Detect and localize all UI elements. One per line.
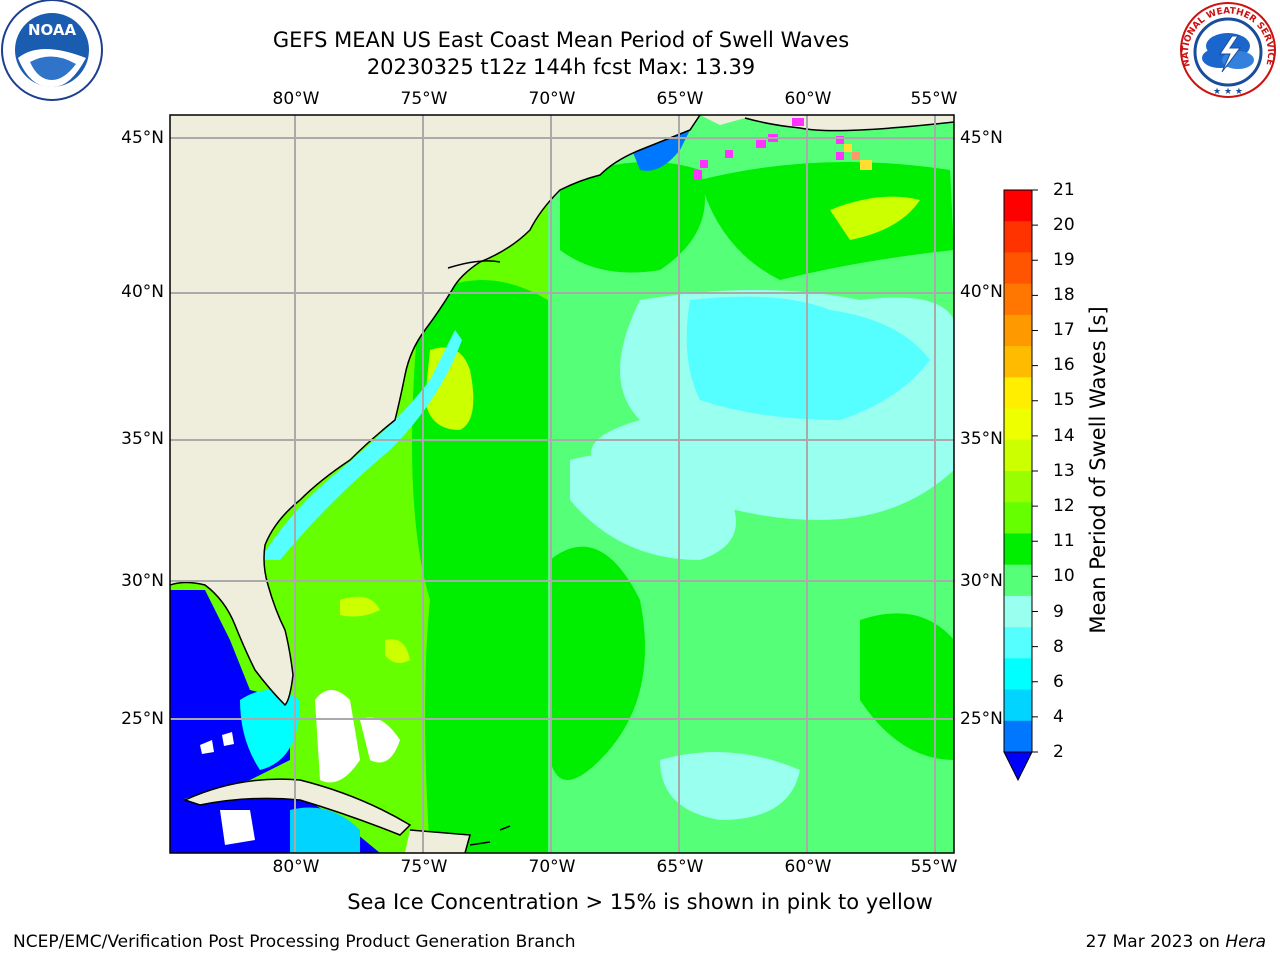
lon-label-bottom: 55°W: [910, 857, 958, 877]
colorbar-segment: [1004, 471, 1032, 503]
colorbar-segment: [1004, 221, 1032, 253]
footer-machine: Hera: [1225, 932, 1266, 952]
colorbar-tick: 20: [1053, 215, 1075, 235]
colorbar-segment: [1004, 627, 1032, 659]
colorbar-segment: [1004, 408, 1032, 441]
colorbar-tick: 18: [1053, 285, 1075, 305]
lat-label-right: 45°N: [960, 128, 1003, 148]
colorbar-segment: [1004, 720, 1032, 753]
colorbar-segment: [1004, 502, 1032, 534]
lon-label-bottom: 65°W: [656, 857, 704, 877]
colorbar-tick: 21: [1053, 180, 1075, 200]
colorbar-segment: [1004, 190, 1032, 222]
colorbar-tick: 15: [1053, 390, 1075, 410]
land-cuba: [185, 779, 410, 835]
colorbar-tick: 8: [1053, 637, 1064, 657]
colorbar-segment: [1004, 564, 1032, 597]
lat-label-left: 30°N: [121, 571, 164, 591]
colorbar-tick: 14: [1053, 426, 1075, 446]
lon-label-top: 55°W: [910, 89, 958, 109]
footer-date: 27 Mar 2023 on: [1085, 932, 1226, 952]
colorbar-segment: [1004, 283, 1032, 316]
land-canada: [700, 115, 954, 131]
colorbar-tick: 9: [1053, 602, 1064, 622]
colorbar-extend-triangle: [1003, 751, 1033, 782]
lat-label-right: 25°N: [960, 709, 1003, 729]
sea-ice-note: Sea Ice Concentration > 15% is shown in …: [347, 890, 933, 914]
noaa-logo-text: NOAA: [28, 21, 77, 39]
colorbar-segment: [1004, 377, 1032, 410]
lon-label-bottom: 60°W: [784, 857, 832, 877]
footer-left: NCEP/EMC/Verification Post Processing Pr…: [13, 932, 576, 952]
colorbar-segment: [1004, 346, 1032, 378]
colorbar-tick: 4: [1053, 707, 1064, 727]
lat-label-right: 40°N: [960, 282, 1003, 302]
colorbar-segment: [1004, 533, 1032, 566]
lat-label-left: 25°N: [121, 709, 164, 729]
colorbar-tick: 16: [1053, 355, 1075, 375]
lon-label-top: 80°W: [272, 89, 320, 109]
lon-label-bottom: 70°W: [528, 857, 576, 877]
lon-label-top: 75°W: [400, 89, 448, 109]
lat-label-right: 35°N: [960, 429, 1003, 449]
lat-label-left: 40°N: [121, 282, 164, 302]
colorbar-tick: 17: [1053, 320, 1075, 340]
colorbar-segment: [1004, 439, 1032, 472]
noaa-logo: NOAA: [1, 0, 103, 101]
colorbar-tick: 2: [1053, 742, 1064, 762]
colorbar-tick: 11: [1053, 531, 1075, 551]
lon-label-bottom: 75°W: [400, 857, 448, 877]
lat-label-right: 30°N: [960, 571, 1003, 591]
lon-label-bottom: 80°W: [272, 857, 320, 877]
colorbar-segment: [1004, 314, 1032, 347]
colorbar-segment: [1004, 595, 1032, 628]
footer-right: 27 Mar 2023 on Hera: [1086, 932, 1266, 952]
chart-title: GEFS MEAN US East Coast Mean Period of S…: [272, 28, 850, 52]
colorbar-label: Mean Period of Swell Waves [s]: [1086, 306, 1110, 634]
colorbar: [1003, 189, 1038, 782]
colorbar-segment: [1004, 658, 1032, 691]
colorbar-segment: [1004, 689, 1032, 722]
chart-subtitle: 20230325 t12z 144h fcst Max: 13.39: [366, 55, 756, 79]
nws-logo: NATIONAL WEATHER SERVICE ★ ★ ★: [1180, 2, 1276, 98]
colorbar-tick: 13: [1053, 461, 1075, 481]
lon-label-top: 65°W: [656, 89, 704, 109]
land-us: [170, 115, 700, 705]
lat-label-left: 35°N: [121, 429, 164, 449]
lon-label-top: 70°W: [528, 89, 576, 109]
lon-label-top: 60°W: [784, 89, 832, 109]
colorbar-tick: 12: [1053, 496, 1075, 516]
colorbar-tick: 10: [1053, 566, 1075, 586]
svg-text:★ ★ ★: ★ ★ ★: [1213, 87, 1243, 97]
colorbar-segment: [1004, 252, 1032, 285]
colorbar-tick: 6: [1053, 672, 1064, 692]
colorbar-tick: 19: [1053, 250, 1075, 270]
lat-label-left: 45°N: [121, 128, 164, 148]
